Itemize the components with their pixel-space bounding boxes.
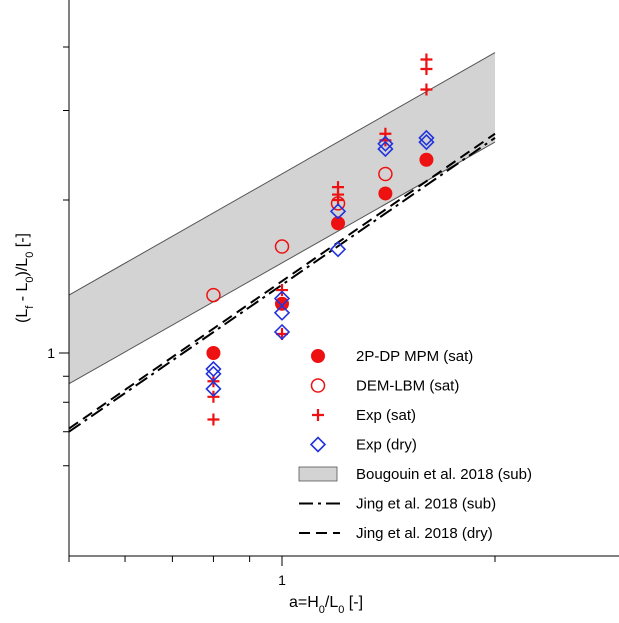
legend-marker-plus — [312, 409, 324, 421]
data-point-plus — [207, 413, 220, 426]
legend-label: Jing et al. 2018 (dry) — [356, 525, 493, 542]
legend-label: DEM-LBM (sat) — [356, 378, 459, 395]
data-point-open-diamond — [377, 140, 394, 158]
bougouin-band — [69, 52, 495, 384]
data-point-open-diamond — [329, 203, 347, 220]
y-tick-label: 1 — [47, 345, 55, 361]
data-point-plus — [420, 83, 433, 96]
data-point-plus — [276, 284, 288, 297]
x-tick-label: 1 — [278, 572, 286, 588]
data-point-open-diamond — [377, 135, 394, 152]
data-point-open-circle — [206, 287, 221, 303]
data-point-open-diamond — [205, 380, 222, 398]
bougouin-band-upper-edge — [68, 52, 496, 296]
jing-sub-line — [68, 137, 496, 433]
data-point-plus — [276, 297, 288, 310]
legend-label: Exp (sat) — [356, 407, 416, 424]
x-axis-label: a=H0/L0 [-] — [289, 594, 363, 616]
data-point-open-circle — [378, 166, 393, 182]
axis-labels: a=H0/L0 [-] (Lf - L0)/L0 [-] — [14, 233, 363, 616]
data-point-filled-circle — [206, 346, 221, 360]
jing-dry-line — [68, 132, 496, 430]
legend-marker-open-diamond — [309, 436, 327, 453]
data-point-filled-circle — [419, 152, 434, 167]
trend-lines — [68, 132, 496, 433]
legend-label: Jing et al. 2018 (sub) — [356, 496, 496, 513]
legend-label: Bougouin et al. 2018 (sub) — [356, 466, 532, 483]
data-point-open-diamond — [418, 133, 435, 151]
legend-label: 2P-DP MPM (sat) — [356, 348, 473, 365]
axes: 11 — [47, 0, 619, 588]
data-points — [205, 53, 435, 426]
y-axis-label: (Lf - L0)/L0 [-] — [14, 233, 36, 323]
legend-marker-filled-circle — [311, 349, 325, 363]
data-point-open-diamond — [273, 323, 291, 341]
data-point-open-diamond — [273, 304, 291, 321]
data-point-open-diamond — [418, 129, 435, 147]
legend: 2P-DP MPM (sat) DEM-LBM (sat) Exp (sat) Exp… — [298, 348, 532, 542]
legend-label: Exp (dry) — [356, 437, 417, 454]
legend-marker-open-circle — [310, 378, 326, 393]
data-point-filled-circle — [331, 216, 346, 231]
data-point-plus — [420, 63, 433, 76]
legend-swatch-band — [298, 466, 338, 482]
data-point-open-diamond — [205, 360, 222, 378]
data-point-open-circle — [274, 239, 290, 254]
data-point-filled-circle — [378, 186, 393, 201]
data-point-open-diamond — [329, 241, 347, 258]
